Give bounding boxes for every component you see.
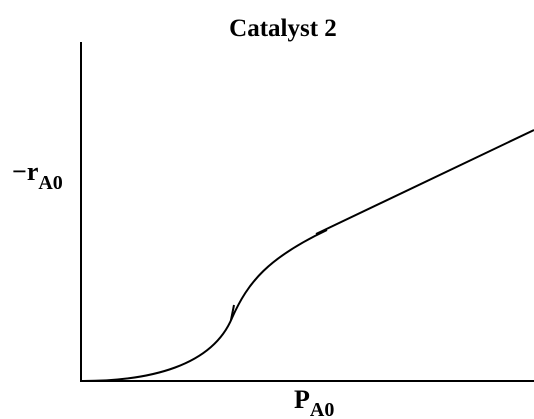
x-label-subscript: A0 xyxy=(310,399,334,419)
rate-line xyxy=(315,129,534,235)
y-label-subscript: A0 xyxy=(38,172,62,194)
x-label-main: P xyxy=(294,385,310,414)
y-label-main: −r xyxy=(12,157,38,186)
x-axis-label: PA0 xyxy=(294,385,334,419)
y-axis-label: −rA0 xyxy=(12,157,63,194)
rate-curve xyxy=(82,229,328,382)
title: Catalyst 2 xyxy=(229,15,337,42)
curve-break xyxy=(230,304,235,321)
